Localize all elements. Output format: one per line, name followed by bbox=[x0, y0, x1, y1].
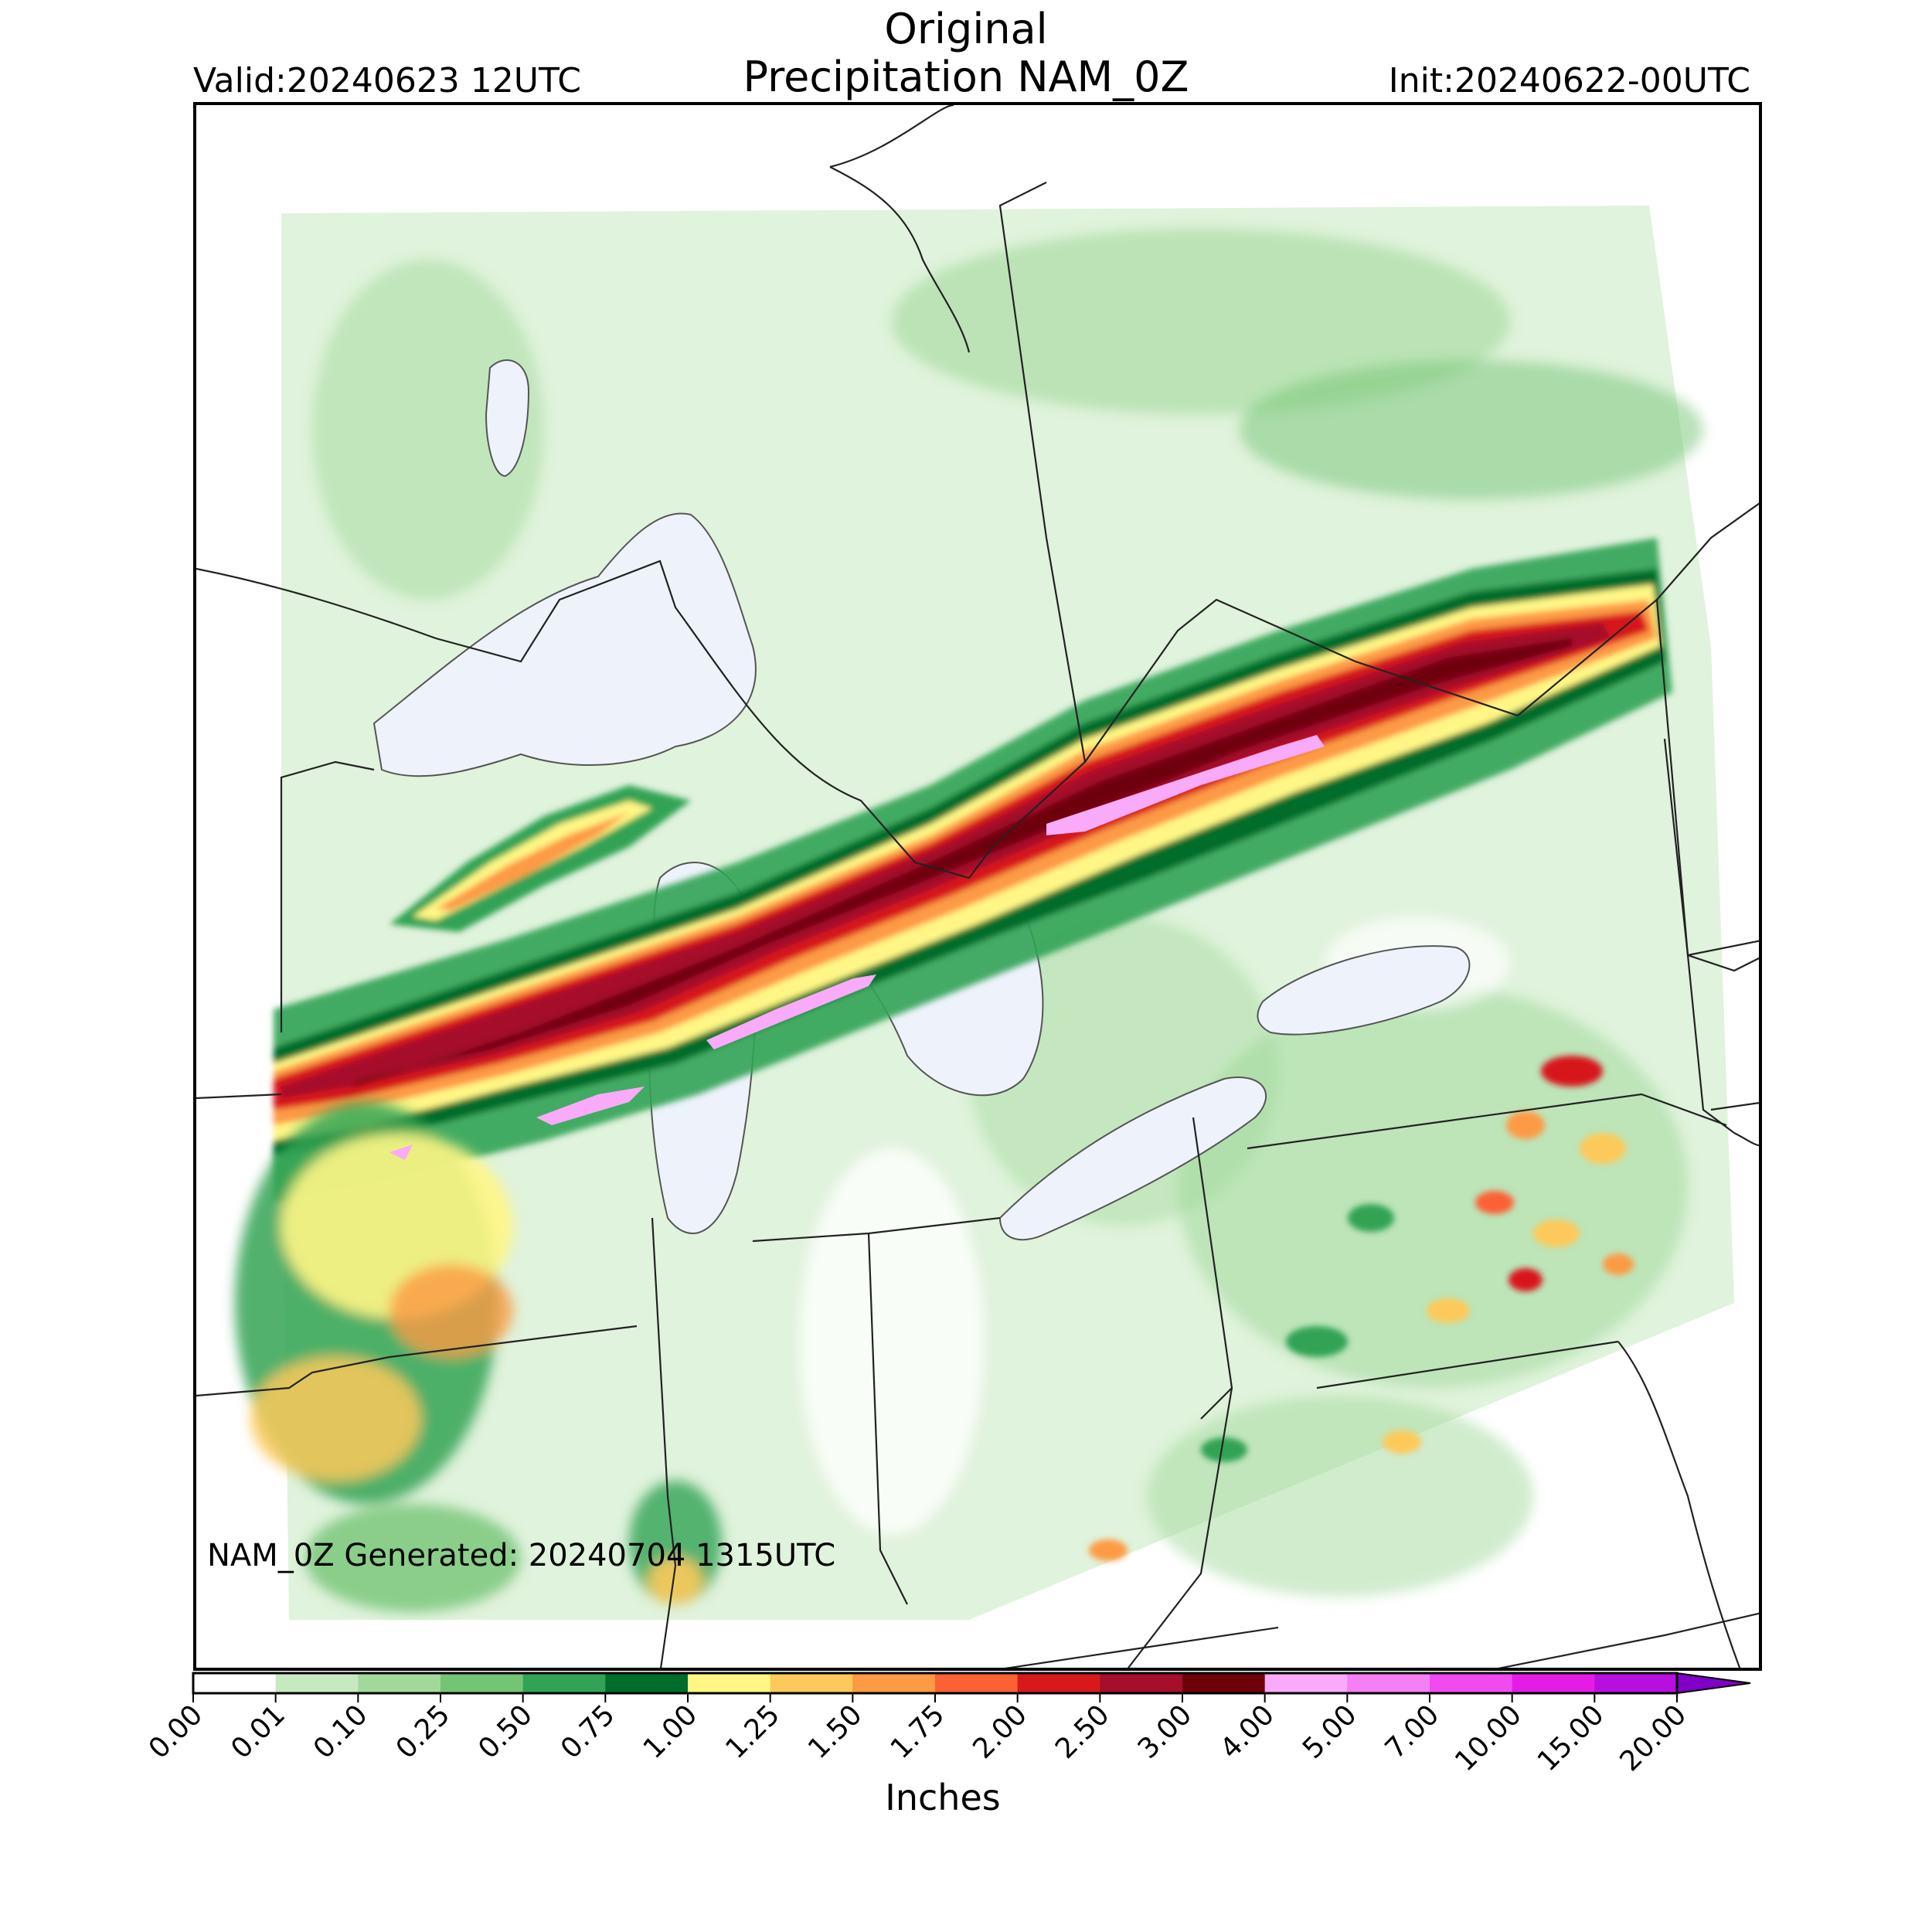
border-mn-ia bbox=[196, 1093, 282, 1100]
colorbar-bin bbox=[1182, 1673, 1266, 1693]
colorbar-bins bbox=[192, 1672, 1751, 1695]
colorbar-bin bbox=[1100, 1673, 1183, 1693]
border-vt-nh bbox=[1687, 940, 1759, 957]
colorbar-bin bbox=[935, 1673, 1019, 1693]
colorbar-tick-label: 20.00 bbox=[1614, 1699, 1692, 1777]
border-pa-md bbox=[1316, 1340, 1619, 1389]
colorbar-tick-label: 4.00 bbox=[1214, 1699, 1281, 1765]
colorbar-ticks: 0.00 0.01 0.10 0.25 0.50 0.75 1.00 1.25 1.50 1.75… bbox=[143, 1693, 1692, 1777]
coastline-east bbox=[1617, 1341, 1741, 1668]
colorbar-bin bbox=[193, 1673, 277, 1693]
colorbar-tick-label: 2.50 bbox=[1049, 1699, 1116, 1765]
border-ny-vt bbox=[1663, 738, 1759, 972]
colorbar-bin bbox=[1017, 1673, 1100, 1693]
border-il-in bbox=[651, 1217, 677, 1668]
colorbar-tick-label: 1.00 bbox=[638, 1699, 704, 1765]
colorbar-tick-label: 0.01 bbox=[225, 1699, 291, 1765]
precip-southwest-field bbox=[235, 1102, 722, 1612]
ontario-north-shore bbox=[829, 105, 954, 168]
border-ma bbox=[1710, 1102, 1759, 1111]
title-line-2: Precipitation NAM_0Z bbox=[743, 53, 1189, 101]
colorbar-tick-label: 0.75 bbox=[555, 1699, 621, 1765]
init-time-label: Init:20240622-00UTC bbox=[1388, 61, 1750, 100]
colorbar-outline bbox=[192, 1672, 1679, 1695]
colorbar-tick-label: 1.75 bbox=[885, 1699, 951, 1765]
border-mi-oh bbox=[752, 1216, 1001, 1243]
colorbar-bin bbox=[1512, 1673, 1595, 1693]
colorbar-tick-label: 5.00 bbox=[1297, 1699, 1363, 1765]
hudson-bay-coast bbox=[829, 166, 971, 353]
colorbar-bin bbox=[1264, 1673, 1348, 1693]
colorbar-tick-label: 0.10 bbox=[308, 1699, 374, 1765]
cape-cod bbox=[1733, 1132, 1759, 1147]
colorbar-tick-label: 0.25 bbox=[390, 1699, 457, 1765]
border-ky-tn bbox=[1004, 1626, 1279, 1668]
colorbar-bin bbox=[770, 1673, 853, 1693]
precip-heavy-band bbox=[274, 538, 1672, 1202]
border-wv-va bbox=[1127, 1387, 1233, 1668]
valid-time-label: Valid:20240623 12UTC bbox=[193, 61, 582, 100]
precipitation-map bbox=[193, 102, 1762, 1671]
precip-scattered-cells bbox=[1089, 1056, 1634, 1561]
border-mn-wi bbox=[280, 760, 375, 1032]
colorbar-tick-label: 2.00 bbox=[967, 1699, 1033, 1765]
border-ontario-quebec bbox=[998, 182, 1087, 763]
title-line-1: Original bbox=[884, 5, 1048, 53]
colorbar-bin bbox=[852, 1673, 936, 1693]
colorbar-bin bbox=[688, 1673, 771, 1693]
lake-superior bbox=[372, 512, 757, 777]
colorbar-bin bbox=[358, 1673, 441, 1693]
map-canvas bbox=[196, 105, 1759, 1668]
colorbar-tick-label: 3.00 bbox=[1132, 1699, 1199, 1765]
precip-secondary-band bbox=[389, 785, 691, 932]
border-ny-pa bbox=[1247, 1093, 1727, 1150]
generated-note: NAM_0Z Generated: 20240704 1315UTC bbox=[207, 1538, 836, 1573]
colorbar-tick-label: 15.00 bbox=[1532, 1699, 1611, 1777]
colorbar-bin bbox=[275, 1673, 359, 1693]
border-wi-ia-il bbox=[196, 1325, 638, 1397]
colorbar-tick-label: 0.00 bbox=[143, 1699, 209, 1765]
colorbar-bin bbox=[522, 1673, 606, 1693]
colorbar-tick-label: 1.25 bbox=[719, 1699, 786, 1765]
lake-winnipeg bbox=[485, 359, 530, 478]
ny-east bbox=[1655, 599, 1735, 1134]
border-south bbox=[1498, 1612, 1759, 1668]
colorbar-bin bbox=[1594, 1673, 1678, 1693]
colorbar-bin bbox=[1347, 1673, 1430, 1693]
precip-extreme-core bbox=[389, 735, 1325, 1160]
colorbar-tick-label: 10.00 bbox=[1449, 1699, 1528, 1777]
colorbar-extend-arrow bbox=[1676, 1672, 1751, 1695]
boundaries bbox=[196, 105, 1759, 1668]
colorbar-label: Inches bbox=[885, 1777, 1001, 1818]
colorbar-tick-label: 0.50 bbox=[472, 1699, 539, 1765]
colorbar-bin bbox=[440, 1673, 524, 1693]
border-in-oh bbox=[867, 1233, 908, 1605]
colorbar-tick-label: 1.50 bbox=[802, 1699, 869, 1765]
colorbar-tick-label: 7.00 bbox=[1379, 1699, 1446, 1765]
colorbar-bin bbox=[1430, 1673, 1513, 1693]
border-canada-us bbox=[196, 502, 1759, 879]
lake-erie bbox=[998, 1077, 1267, 1241]
lake-ontario bbox=[1257, 945, 1471, 1036]
colorbar-bin bbox=[605, 1673, 689, 1693]
